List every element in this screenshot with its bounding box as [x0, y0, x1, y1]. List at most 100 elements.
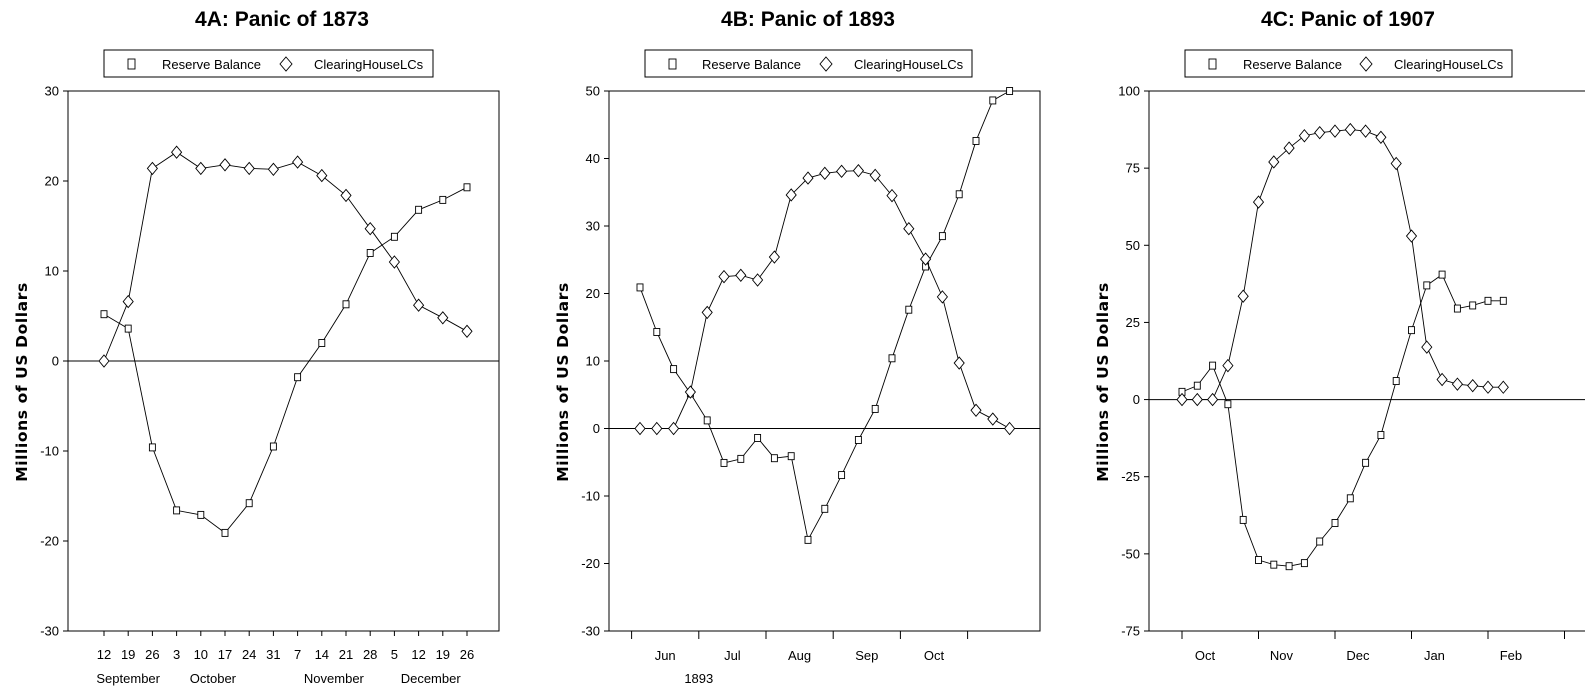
clearinghouse-lcs-point — [1298, 129, 1310, 143]
x-month-label: September — [96, 671, 160, 686]
x-tick-label: 19 — [121, 647, 135, 662]
series-layer — [1176, 122, 1509, 571]
clearinghouse-lcs-point — [735, 268, 747, 282]
legend-diamond-marker — [819, 56, 833, 72]
clearinghouse-lcs-point — [718, 269, 730, 284]
clearinghouse-lcs-point — [684, 385, 696, 399]
panel-4b: 4B: Panic of 1893 Reserve Balance Cleari… — [554, 8, 1041, 686]
chart-title: 4C: Panic of 1907 — [1261, 8, 1435, 31]
reserve-balance-point — [871, 404, 879, 413]
clearinghouse-lcs-point — [1191, 392, 1203, 407]
reserve-balance-point — [854, 436, 862, 444]
reserve-balance-point — [294, 373, 302, 382]
clearinghouse-lcs-point — [243, 161, 255, 176]
clearinghouse-lcs-point — [1004, 421, 1016, 436]
clearinghouse-lcs-point — [903, 221, 915, 236]
clearinghouse-lcs-point — [267, 162, 279, 177]
clearinghouse-lcs-point — [1237, 289, 1249, 303]
clearinghouse-lcs-point — [1436, 372, 1448, 387]
reserve-balance-point — [269, 442, 277, 451]
reserve-balance-point — [1316, 537, 1324, 546]
legend-diamond-marker — [279, 56, 293, 72]
clearinghouse-lcs-point — [1329, 124, 1341, 138]
x-tick-label: 31 — [266, 647, 280, 662]
reserve-balance-point — [439, 195, 447, 204]
reserve-balance-point — [1224, 400, 1232, 409]
reserve-balance-point — [124, 324, 132, 333]
reserve-balance-point — [1255, 556, 1262, 564]
clearinghouse-lcs-point — [953, 356, 965, 370]
reserve-balance-point — [838, 471, 846, 480]
clearinghouse-lcs-point — [1268, 155, 1280, 169]
reserve-balance-line — [103, 186, 468, 534]
x-tick-label: 12 — [411, 647, 425, 662]
y-tick-label: 30 — [45, 84, 59, 99]
reserve-balance-point — [720, 458, 728, 467]
reserve-balance-point — [1499, 296, 1507, 305]
legend-label-reserve: Reserve Balance — [162, 57, 261, 72]
legend-label-clearing: ClearingHouseLCs — [854, 57, 964, 72]
y-axis-label: Millions of US Dollars — [13, 282, 31, 482]
legend-label-reserve: Reserve Balance — [1243, 57, 1342, 72]
y-tick-label: -30 — [581, 624, 600, 639]
x-month-label: Aug — [788, 648, 811, 663]
clearinghouse-lcs-point — [292, 155, 304, 169]
clearinghouse-lcs-point — [1375, 130, 1387, 144]
clearinghouse-lcs-point — [1360, 124, 1372, 138]
clearinghouse-lcs-point — [752, 273, 764, 287]
clearinghouse-lcs-point — [1390, 156, 1402, 171]
clearinghouse-lcs-point — [819, 166, 831, 181]
reserve-balance-point — [148, 443, 156, 452]
clearinghouse-lcs-point — [668, 421, 680, 436]
reserve-balance-point — [197, 510, 205, 519]
x-tick-label: 24 — [242, 647, 256, 662]
clearinghouse-lcs-point — [785, 188, 797, 202]
reserve-balance-line — [1181, 273, 1504, 567]
clearinghouse-lcs-point — [437, 311, 449, 325]
clearinghouse-lcs-line — [1182, 129, 1504, 401]
x-month-label: Feb — [1500, 648, 1522, 663]
x-tick-label: 28 — [363, 647, 377, 662]
y-tick-label: 40 — [586, 151, 600, 166]
clearinghouse-lcs-point — [122, 294, 134, 309]
legend-diamond-marker — [1359, 56, 1373, 72]
legend-box — [644, 49, 973, 78]
reserve-balance-point — [318, 339, 326, 347]
clearinghouse-lcs-point — [936, 290, 948, 304]
reserve-balance-point — [1300, 559, 1308, 568]
x-tick-label: 19 — [436, 647, 450, 662]
chart-title: 4A: Panic of 1873 — [195, 8, 369, 31]
y-tick-label: 50 — [1126, 238, 1140, 253]
reserve-balance-point — [1346, 494, 1354, 503]
reserve-balance-point — [1469, 301, 1477, 310]
reserve-balance-point — [1239, 515, 1247, 524]
clearinghouse-lcs-point — [1314, 125, 1326, 140]
clearinghouse-lcs-point — [1421, 340, 1433, 354]
x-month-label: Oct — [924, 648, 945, 663]
legend: Reserve Balance ClearingHouseLCs — [1184, 49, 1513, 78]
x-tick-label: 5 — [391, 647, 398, 662]
x-month-label: October — [190, 671, 237, 686]
legend-label-clearing: ClearingHouseLCs — [1394, 57, 1504, 72]
clearinghouse-lcs-point — [1467, 378, 1479, 393]
x-month-label: Jan — [1424, 648, 1445, 663]
reserve-balance-point — [1331, 519, 1339, 527]
clearinghouse-lcs-point — [1207, 392, 1219, 407]
clearinghouse-lcs-point — [219, 158, 231, 172]
clearinghouse-lcs-point — [1497, 380, 1509, 394]
legend-box — [1184, 49, 1513, 78]
clearinghouse-lcs-point — [651, 421, 663, 436]
panel-4c: 4C: Panic of 1907 Reserve Balance Cleari… — [1094, 8, 1585, 663]
clearinghouse-lcs-point — [987, 412, 999, 426]
legend-label-clearing: ClearingHouseLCs — [314, 57, 424, 72]
reserve-balance-point — [1285, 562, 1293, 571]
clearinghouse-lcs-point — [886, 188, 898, 203]
clearinghouse-lcs-point — [1252, 195, 1265, 209]
clearinghouse-lcs-point — [634, 421, 646, 436]
clearinghouse-lcs-point — [1482, 380, 1494, 394]
reserve-balance-point — [221, 528, 229, 537]
clearinghouse-lcs-point — [836, 164, 848, 179]
series-layer — [98, 145, 473, 537]
legend-square-marker — [127, 58, 136, 70]
reserve-balance-point — [653, 328, 661, 336]
